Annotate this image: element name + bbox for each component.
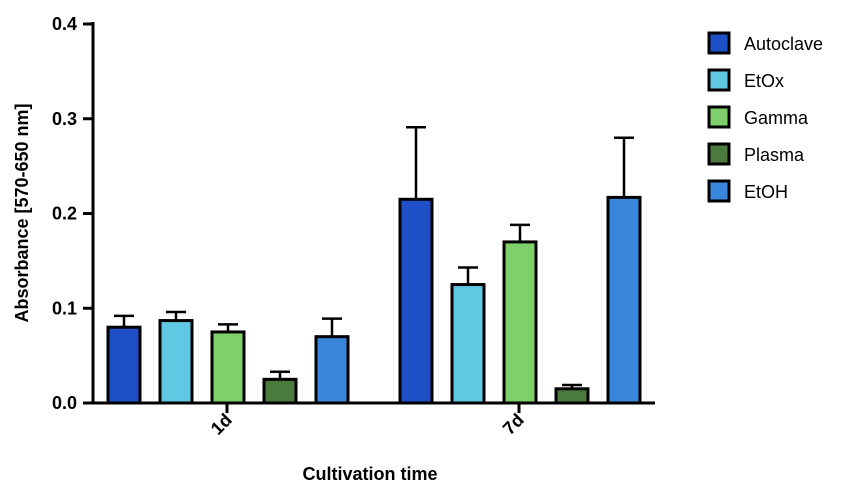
bar-plasma-1d xyxy=(262,377,298,405)
legend-label-autoclave: Autoclave xyxy=(744,34,823,54)
bar-etoh-1d xyxy=(314,335,350,405)
legend-swatch-gamma xyxy=(707,105,731,129)
y-tick-label: 0.0 xyxy=(52,393,77,413)
bar-gamma-7d xyxy=(502,240,538,405)
bar-autoclave-1d xyxy=(106,325,142,405)
legend-swatch-autoclave xyxy=(707,31,731,55)
y-tick-label: 0.1 xyxy=(52,298,77,318)
plot-area xyxy=(106,126,642,405)
y-tick-label: 0.2 xyxy=(52,204,77,224)
bar-gamma-1d xyxy=(210,330,246,405)
legend-label-etoh: EtOH xyxy=(744,182,788,202)
y-tick-label: 0.4 xyxy=(52,14,77,34)
legend-label-plasma: Plasma xyxy=(744,145,805,165)
bar-autoclave-7d xyxy=(398,197,434,405)
y-axis-title: Absorbance [570-650 nm] xyxy=(12,103,32,322)
y-tick-label: 0.3 xyxy=(52,109,77,129)
legend: Autoclave EtOx Gamma Plasma EtOH xyxy=(707,31,823,203)
axes: Absorbance [570-650 nm] Cultivation time… xyxy=(12,14,655,484)
legend-label-gamma: Gamma xyxy=(744,108,809,128)
x-tick-label-7d: 7d xyxy=(499,410,528,439)
legend-swatch-etox xyxy=(707,68,731,92)
bar-etox-1d xyxy=(158,319,194,405)
legend-label-etox: EtOx xyxy=(744,71,784,91)
bar-etox-7d xyxy=(450,283,486,405)
legend-swatch-etoh xyxy=(707,179,731,203)
legend-swatch-plasma xyxy=(707,142,731,166)
bar-etoh-7d xyxy=(606,195,642,405)
bar-plasma-7d xyxy=(554,387,590,405)
x-tick-label-1d: 1d xyxy=(207,410,236,439)
x-axis-title: Cultivation time xyxy=(302,464,437,484)
